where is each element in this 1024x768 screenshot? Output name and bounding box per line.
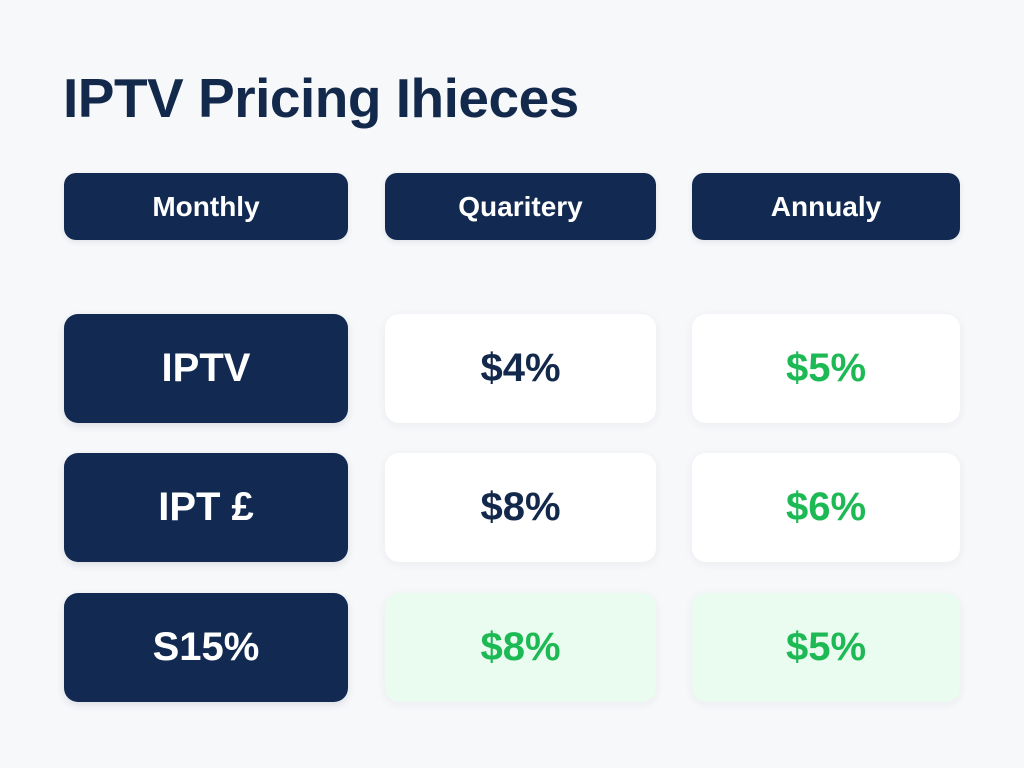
tab-monthly[interactable]: Monthly [64,173,348,240]
tab-annually[interactable]: Annualy [692,173,960,240]
tab-quarterly[interactable]: Quaritery [385,173,656,240]
row-label-iptv: IPTV [64,314,348,423]
price-cell-quarterly: $8% [385,453,656,562]
page-title: IPTV Pricing Ihieces [63,67,579,129]
price-cell-quarterly-highlighted: $8% [385,593,656,702]
row-label-ipt: IPT £ [64,453,348,562]
row-label-s15: S15% [64,593,348,702]
price-cell-quarterly: $4% [385,314,656,423]
price-cell-annual: $5% [692,314,960,423]
price-cell-annual: $6% [692,453,960,562]
price-cell-annual-highlighted: $5% [692,593,960,702]
